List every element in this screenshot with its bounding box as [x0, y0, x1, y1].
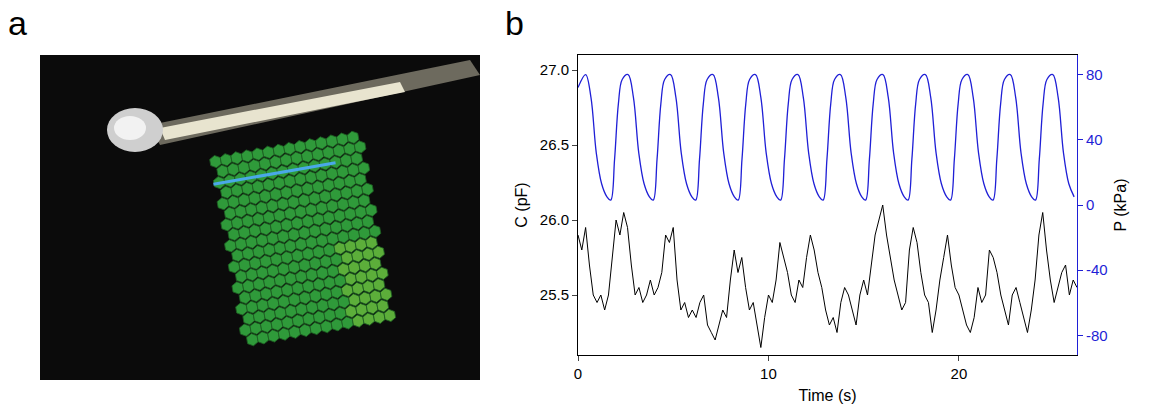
- svg-text:-80: -80: [1086, 327, 1108, 344]
- svg-text:0: 0: [574, 365, 582, 382]
- svg-text:P (kPa): P (kPa): [1112, 178, 1129, 231]
- svg-text:25.5: 25.5: [540, 286, 569, 303]
- html-text:a: a: [8, 4, 27, 42]
- svg-text:26.5: 26.5: [540, 136, 569, 153]
- svg-text:Time (s): Time (s): [798, 387, 856, 404]
- svg-text:0: 0: [1086, 196, 1094, 213]
- svg-text:-40: -40: [1086, 261, 1108, 278]
- svg-text:80: 80: [1086, 66, 1103, 83]
- svg-text:26.0: 26.0: [540, 211, 569, 228]
- svg-text:C (pF): C (pF): [513, 182, 530, 227]
- svg-text:40: 40: [1086, 131, 1103, 148]
- svg-text:10: 10: [760, 365, 777, 382]
- svg-text:27.0: 27.0: [540, 61, 569, 78]
- html-text:b: b: [505, 4, 524, 42]
- svg-text:20: 20: [951, 365, 968, 382]
